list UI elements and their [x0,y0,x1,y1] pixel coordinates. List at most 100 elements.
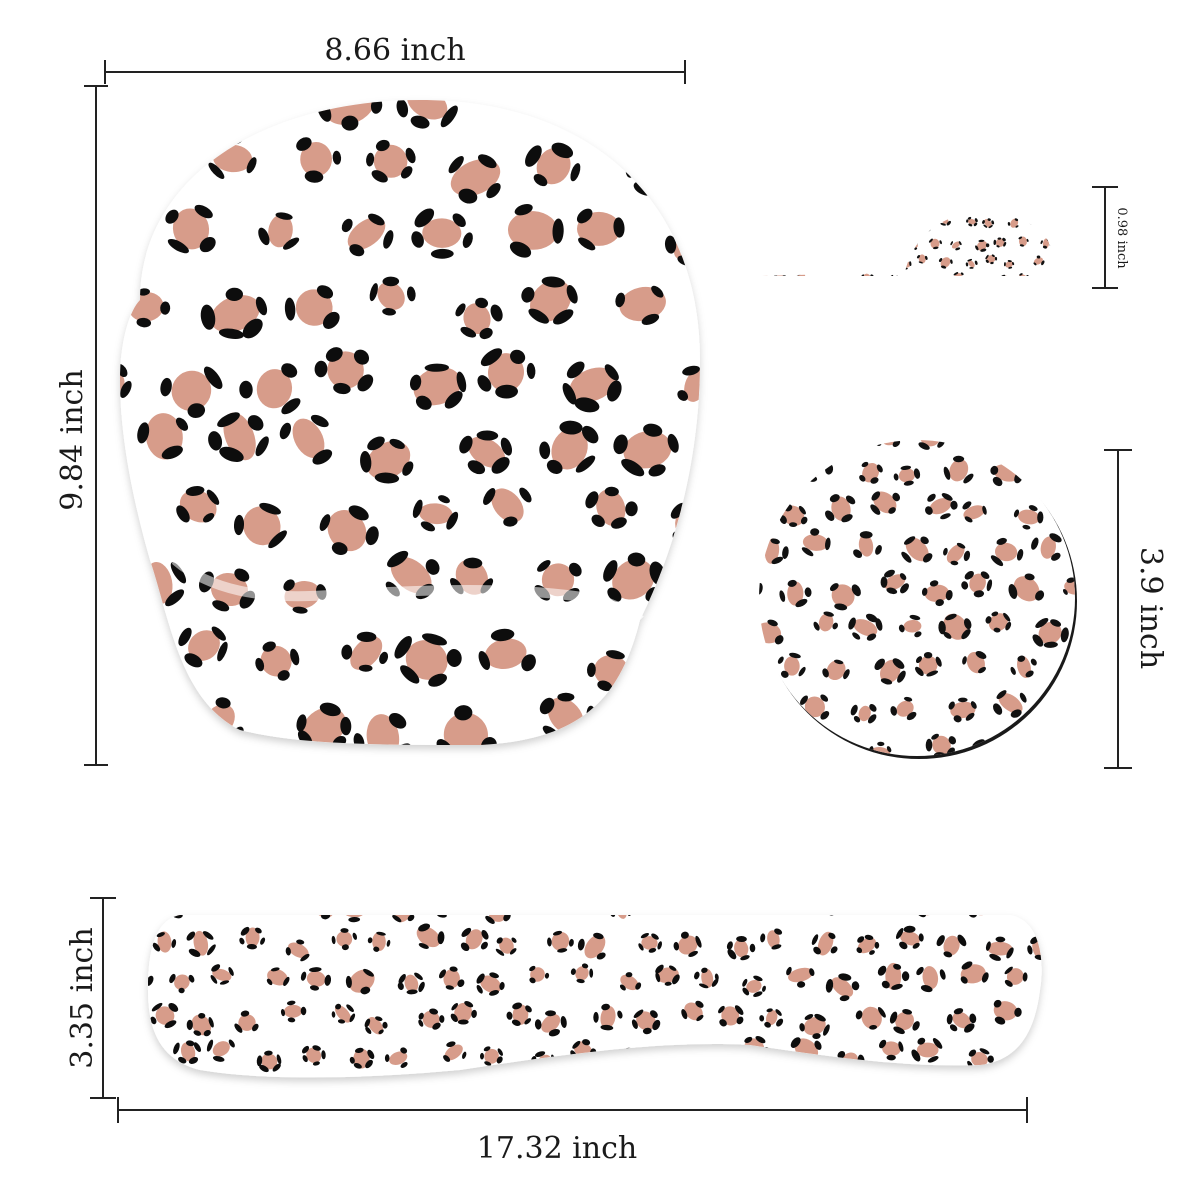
leopard-spot-mark [756,242,760,246]
measure-lines [84,60,1132,1123]
leopard-spot-mark [829,202,832,206]
leopard-spot-mark [676,220,698,232]
leopard-spot-mark [900,583,909,594]
leopard-spot-mark [799,1056,810,1063]
leopard-spot-mark [711,978,719,987]
leopard-spot-mark [314,893,326,902]
leopard-spot [778,239,786,249]
leopard-spot-mark [759,502,762,511]
leopard-spot [1044,705,1065,721]
leopard-spot-mark [570,100,584,107]
leopard-spot-mark [444,391,463,409]
leopard-spot-mark [168,1002,179,1012]
leopard-spot-mark [479,327,493,340]
leopard-spot-mark [742,978,748,987]
leopard-spot-mark [1053,419,1062,430]
leopard-spot-mark [819,277,823,280]
leopard-spot-mark [369,283,378,302]
leopard-spot-mark [941,493,953,501]
leopard-spot-mark [927,1056,939,1063]
leopard-spot-mark [670,892,681,898]
leopard-spot-mark [1051,552,1061,561]
leopard-spot-mark [871,220,876,226]
leopard-spot-mark [198,1012,206,1019]
leopard-spot-mark [771,223,776,228]
leopard-spot-mark [737,593,751,602]
leopard-spot [443,712,488,745]
leopard-spot-mark [621,458,645,477]
leopard-spot-mark [486,183,501,199]
leopard-spot-mark [905,284,910,288]
leopard-spot-mark [890,905,905,915]
leopard-spot-mark [980,197,984,202]
leopard-spot-mark [914,631,922,638]
leopard-spot-mark [551,142,574,159]
leopard-spot-mark [820,694,829,702]
leopard-spot-mark [812,255,815,260]
leopard-spot-mark [823,611,834,617]
leopard-spot-mark [593,1011,599,1023]
leopard-spot-mark [950,259,953,264]
leopard-spot-mark [852,219,855,224]
leopard-spot-mark [1066,577,1075,583]
leopard-spot-mark [480,348,503,367]
leopard-spot-mark [1073,674,1075,680]
leopard-spot-mark [978,239,985,243]
leopard-spot [946,544,965,564]
leopard-spot-mark [1014,218,1019,222]
leopard-spot-mark [771,944,782,950]
leopard-spot-mark [258,227,270,246]
leopard-spot-mark [331,899,338,909]
leopard-spot-mark [525,145,542,167]
leopard-spot-mark [963,550,971,562]
leopard-spot-mark [203,512,215,523]
label-mouse-height: 9.84 inch [55,369,90,510]
leopard-spot [832,440,850,442]
leopard-spot-mark [750,1057,761,1063]
leopard-spot-mark [932,1038,943,1049]
leopard-spot-mark [1009,276,1013,282]
leopard-spot-mark [813,260,817,264]
leopard-spot-mark [643,423,663,437]
leopard-spot [949,459,969,482]
leopard-spot [292,418,325,459]
leopard-spot-mark [1002,237,1006,242]
leopard-spot-mark [163,891,177,906]
leopard-spot-mark [408,901,417,913]
leopard-spot-mark [806,202,811,207]
leopard-spot-mark [348,505,369,521]
leopard-spot-mark [184,653,203,668]
leopard-spot-mark [460,942,470,952]
leopard-spot-mark [829,257,834,262]
leopard-spot-mark [173,167,184,181]
leopard-spot-mark [875,545,882,555]
leopard-spot-mark [1004,979,1013,987]
leopard-spot [918,655,938,675]
leopard-spot-mark [753,899,763,910]
leopard-spot-mark [903,925,916,933]
leopard-spot-mark [446,1041,456,1048]
leopard-spot-mark [256,1055,263,1067]
leopard-spot-mark [950,500,958,510]
leopard-spot-mark [902,1009,913,1015]
leopard-spot [404,974,419,993]
leopard-spot-mark [239,380,253,399]
leopard-spot-mark [1030,733,1036,747]
leopard-spot-mark [1027,945,1033,955]
leopard-spot-mark [914,282,918,287]
leopard-spot-mark [337,896,350,910]
leopard-spot [738,888,762,911]
leopard-spot-mark [701,221,721,241]
leopard-spot-mark [1003,262,1006,267]
leopard-spot-mark [1010,666,1016,675]
leopard-spot-mark [309,967,322,973]
leopard-spot-mark [838,973,852,981]
leopard-spot-mark [670,907,680,914]
leopard-spot-mark [349,1013,356,1023]
leopard-spot [895,1011,914,1031]
leopard-spot-mark [1046,935,1058,948]
leopard-spot-mark [137,422,150,444]
leopard-spot-mark [1033,1055,1039,1064]
leopard-spot-mark [386,939,391,947]
leopard-spot-mark [275,66,300,85]
